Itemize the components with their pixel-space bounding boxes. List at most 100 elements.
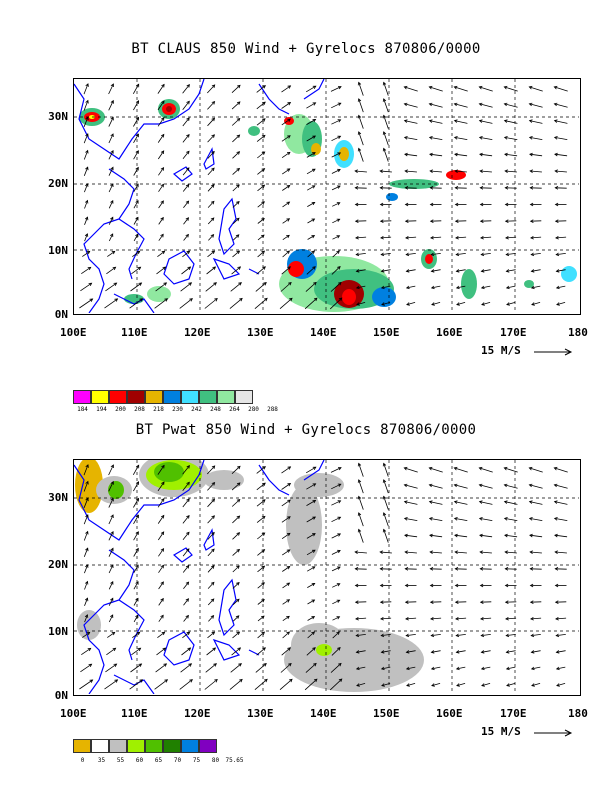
panel2-colorbar-labels: 0 35 55 60 65 70 75 80 75.65 — [73, 757, 244, 764]
wind-arrow — [155, 282, 168, 292]
wind-arrow — [158, 216, 164, 225]
colorbar-tick-label: 194 — [96, 406, 107, 413]
wind-arrow — [207, 465, 216, 475]
wind-arrow — [306, 168, 316, 175]
colorbar-tick-label: 75.65 — [225, 757, 244, 764]
wind-arrow — [108, 183, 114, 193]
wind-arrow — [306, 185, 316, 191]
wind-arrow — [255, 663, 267, 673]
wind-arrow — [555, 235, 567, 240]
panel2-scale-label: 15 M/S — [481, 725, 521, 738]
wind-arrow — [82, 631, 91, 638]
wind-arrow — [332, 616, 341, 621]
panel2-grid — [74, 460, 579, 694]
wind-arrow — [306, 647, 316, 656]
wind-arrow — [131, 266, 142, 275]
wind-arrow — [481, 302, 491, 306]
colorbar-swatch — [235, 390, 253, 404]
wind-arrow — [305, 281, 317, 292]
wind-arrow — [306, 533, 316, 539]
wind-arrow — [380, 269, 391, 273]
wind-arrow — [108, 514, 114, 525]
wind-arrow — [207, 84, 216, 94]
wind-arrow — [84, 597, 89, 606]
wind-arrow — [106, 647, 117, 656]
wind-arrow — [256, 101, 266, 110]
wind-arrow — [257, 201, 265, 208]
wind-arrow — [107, 250, 116, 257]
colorbar-tick-label: 264 — [229, 406, 240, 413]
wind-arrow — [132, 631, 141, 639]
wind-arrow — [355, 252, 366, 257]
panel2-colorbar — [73, 739, 217, 753]
wind-arrow — [503, 102, 518, 108]
wind-arrow — [479, 152, 493, 157]
wind-arrow — [530, 650, 541, 654]
colorbar-tick-label: 288 — [267, 406, 278, 413]
wind-arrow — [382, 512, 389, 527]
wind-arrow — [478, 85, 493, 92]
wind-arrow — [182, 117, 190, 127]
wind-arrow — [480, 285, 491, 290]
wind-arrow — [331, 566, 341, 572]
panel1-wind-arrows — [79, 81, 568, 310]
wind-arrow — [406, 683, 416, 687]
wind-arrow — [480, 616, 492, 621]
wind-arrow — [404, 169, 417, 174]
wind-arrow — [481, 683, 491, 687]
wind-arrow — [84, 216, 89, 225]
wind-arrow — [130, 282, 143, 292]
wind-arrow — [84, 233, 89, 242]
wind-arrow — [157, 631, 166, 639]
wind-arrow — [80, 282, 93, 292]
wind-arrow — [108, 149, 114, 160]
wind-arrow — [108, 580, 114, 590]
wind-arrow — [182, 498, 190, 508]
wind-arrow — [108, 497, 114, 508]
wind-arrow — [231, 647, 242, 656]
wind-arrow — [430, 269, 441, 273]
wind-arrow — [330, 281, 342, 292]
wind-arrow — [254, 297, 268, 310]
wind-arrow — [528, 483, 543, 489]
wind-arrow — [555, 616, 567, 621]
wind-arrow — [306, 266, 316, 275]
wind-arrow — [553, 119, 568, 124]
panel1-title: BT CLAUS 850 Wind + Gyrelocs 870806/0000 — [131, 41, 481, 57]
wind-arrow — [554, 186, 567, 190]
panel1-xlabel-130e: 130E — [247, 326, 274, 339]
wind-arrow — [207, 515, 215, 524]
wind-arrow — [506, 302, 516, 306]
wind-arrow — [480, 235, 492, 240]
wind-arrow — [379, 219, 392, 223]
wind-arrow — [133, 216, 139, 225]
wind-arrow — [133, 581, 139, 590]
wind-arrow — [357, 462, 364, 477]
wind-arrow — [182, 133, 190, 143]
wind-arrow — [530, 616, 542, 621]
wind-arrow — [555, 252, 566, 257]
wind-arrow — [429, 169, 442, 174]
wind-arrow — [332, 599, 341, 605]
wind-arrow — [254, 678, 268, 691]
wind-arrow — [232, 515, 241, 524]
wind-arrow — [380, 285, 391, 290]
wind-arrow — [505, 269, 516, 273]
wind-arrow — [505, 616, 517, 621]
wind-arrow — [528, 102, 543, 108]
wind-arrow — [281, 466, 292, 474]
wind-arrow — [478, 483, 493, 489]
wind-arrow — [108, 464, 114, 476]
wind-arrow — [355, 666, 366, 671]
wind-arrow — [231, 482, 241, 491]
wind-arrow — [454, 600, 467, 604]
wind-arrow — [205, 663, 217, 673]
wind-arrow — [232, 615, 240, 622]
wind-arrow — [528, 119, 543, 124]
wind-arrow — [158, 548, 165, 557]
wind-arrow — [306, 483, 317, 490]
wind-arrow — [357, 98, 364, 113]
colorbar-tick-label: 65 — [154, 757, 163, 764]
colorbar-tick-label: 200 — [115, 406, 126, 413]
wind-arrow — [281, 499, 291, 507]
